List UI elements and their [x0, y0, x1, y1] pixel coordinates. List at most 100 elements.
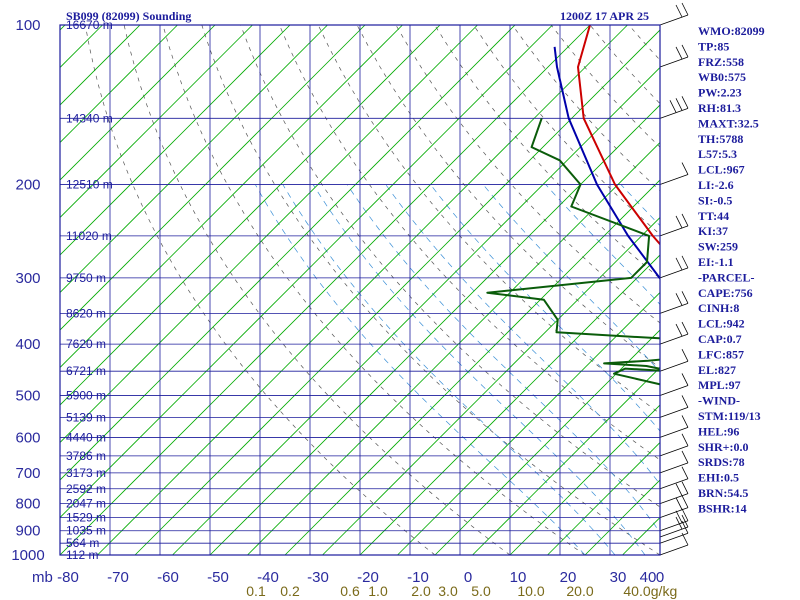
- index-value: L57:5.3: [698, 147, 737, 161]
- wind-barb-flag: [675, 98, 683, 111]
- mixing-ratio-label: 0.1: [246, 583, 266, 599]
- wind-barb-shaft: [659, 302, 689, 314]
- wind-barb-flag: [675, 483, 683, 496]
- wind-barb-flag: [675, 323, 683, 337]
- index-value: EI:-1.1: [698, 255, 734, 269]
- mixing-ratio-label: 1.0: [368, 583, 388, 599]
- plot-frame: [59, 24, 661, 556]
- mixing-ratio-label: 10.0: [517, 583, 544, 599]
- wind-barb-flag: [675, 510, 683, 523]
- wind-barb-shaft: [659, 225, 689, 237]
- index-value: KI:37: [698, 224, 728, 238]
- wind-barb-flag: [681, 395, 689, 408]
- wind-barb-flag: [675, 257, 683, 271]
- wind-barb-flag: [681, 321, 689, 335]
- isotherm-line: [60, 25, 516, 481]
- index-value: MPL:97: [698, 378, 741, 392]
- index-value: LCL:942: [698, 317, 745, 331]
- wind-barb-flag: [675, 293, 683, 306]
- wind-barb-flag: [681, 450, 689, 464]
- dry-adiabat-line: [201, 25, 660, 555]
- dry-adiabat-line: [589, 25, 660, 105]
- wind-barb-flag: [681, 521, 689, 534]
- wind-barb-shaft: [659, 174, 689, 185]
- mixing-ratio-label: 2.0: [411, 583, 431, 599]
- wind-barb-flag: [681, 291, 689, 304]
- wind-barb-flag: [681, 495, 689, 508]
- temperature-tick-label: 20: [560, 569, 577, 586]
- mixing-ratio-label: 0.2: [280, 583, 300, 599]
- pressure-tick-label: 700: [15, 465, 40, 482]
- isotherm-line: [60, 25, 403, 369]
- index-value: CAP:0.7: [698, 332, 742, 346]
- moist-adiabat-line: [482, 184, 660, 373]
- wind-barb-flag: [681, 162, 689, 175]
- isotherm-line: [134, 29, 660, 555]
- wind-barb-flag: [681, 44, 689, 58]
- height-label: 12510 m: [66, 178, 113, 192]
- wind-barb-shaft: [659, 445, 689, 457]
- index-value: TP:85: [698, 39, 729, 53]
- index-value: STM:119/13: [698, 409, 761, 423]
- mixing-ratio-label: 20.0: [566, 583, 593, 599]
- index-value: LI:-2.6: [698, 178, 734, 192]
- index-value: SRDS:78: [698, 455, 745, 469]
- isotherm-line: [773, 25, 800, 555]
- height-label: 1529 m: [66, 511, 106, 525]
- moist-adiabat-line: [346, 184, 660, 533]
- wind-barb-shaft: [659, 544, 689, 556]
- wind-barb-shaft: [659, 14, 689, 26]
- mixing-ratio-label: 3.0: [438, 583, 458, 599]
- wind-barb-flag: [681, 433, 689, 447]
- temperature-tick-label: -60: [157, 569, 179, 586]
- index-value: LFC:857: [698, 347, 744, 361]
- temperature-tick-label: 40: [640, 569, 657, 586]
- height-label: 6721 m: [66, 364, 106, 378]
- index-value: PW:2.23: [698, 86, 742, 100]
- index-value: EL:827: [698, 363, 736, 377]
- wind-barb-flag: [669, 100, 677, 113]
- wind-barb-shaft: [659, 333, 689, 345]
- wind-barb-shaft: [659, 526, 689, 538]
- isotherm-line: [397, 291, 660, 555]
- height-label: 7620 m: [66, 337, 106, 351]
- index-value: MAXT:32.5: [698, 116, 759, 130]
- pressure-tick-label: 800: [15, 496, 40, 513]
- isotherm-line: [584, 479, 660, 555]
- isotherm-line: [172, 66, 660, 555]
- wind-barb-shaft: [659, 407, 689, 418]
- wind-barbs: [659, 2, 689, 556]
- isotherm-line: [60, 25, 328, 294]
- wind-barb-shaft: [659, 532, 689, 544]
- pressure-tick-label: 200: [15, 177, 40, 194]
- isotherm-line: [60, 25, 216, 181]
- index-value: HEL:96: [698, 424, 739, 438]
- height-label: 2047 m: [66, 497, 106, 511]
- wind-barb-flag: [681, 373, 689, 386]
- pressure-tick-label: 500: [15, 387, 40, 404]
- wind-barb-flag: [681, 514, 689, 528]
- wind-barb-shaft: [659, 56, 689, 68]
- isotherm-line: [60, 25, 441, 406]
- index-value: EHI:0.5: [698, 471, 739, 485]
- mixing-ratio-label: 40.0: [623, 583, 650, 599]
- isotherm-line: [60, 25, 478, 444]
- temperature-tick-label: -10: [407, 569, 429, 586]
- height-label: 3786 m: [66, 449, 106, 463]
- temperature-tick-label: 30: [610, 569, 627, 586]
- isotherm-line: [509, 404, 660, 555]
- wind-barb-shaft: [659, 478, 689, 490]
- dry-adiabat-line: [123, 25, 511, 555]
- wind-barb-shaft: [659, 107, 689, 119]
- temperature-tick-label: -50: [207, 569, 229, 586]
- isotherm-lines: [60, 25, 800, 555]
- wind-barb-flag: [675, 46, 683, 60]
- wind-barb-flag: [675, 497, 683, 510]
- wind-barb-shaft: [659, 462, 689, 474]
- isotherm-line: [434, 329, 660, 555]
- wind-barb-shaft: [659, 385, 689, 396]
- mixing-ratio-label: g/kg: [651, 583, 677, 599]
- isotherm-line: [472, 366, 660, 555]
- wind-barb-flag: [675, 4, 683, 18]
- index-value: TT:44: [698, 209, 729, 223]
